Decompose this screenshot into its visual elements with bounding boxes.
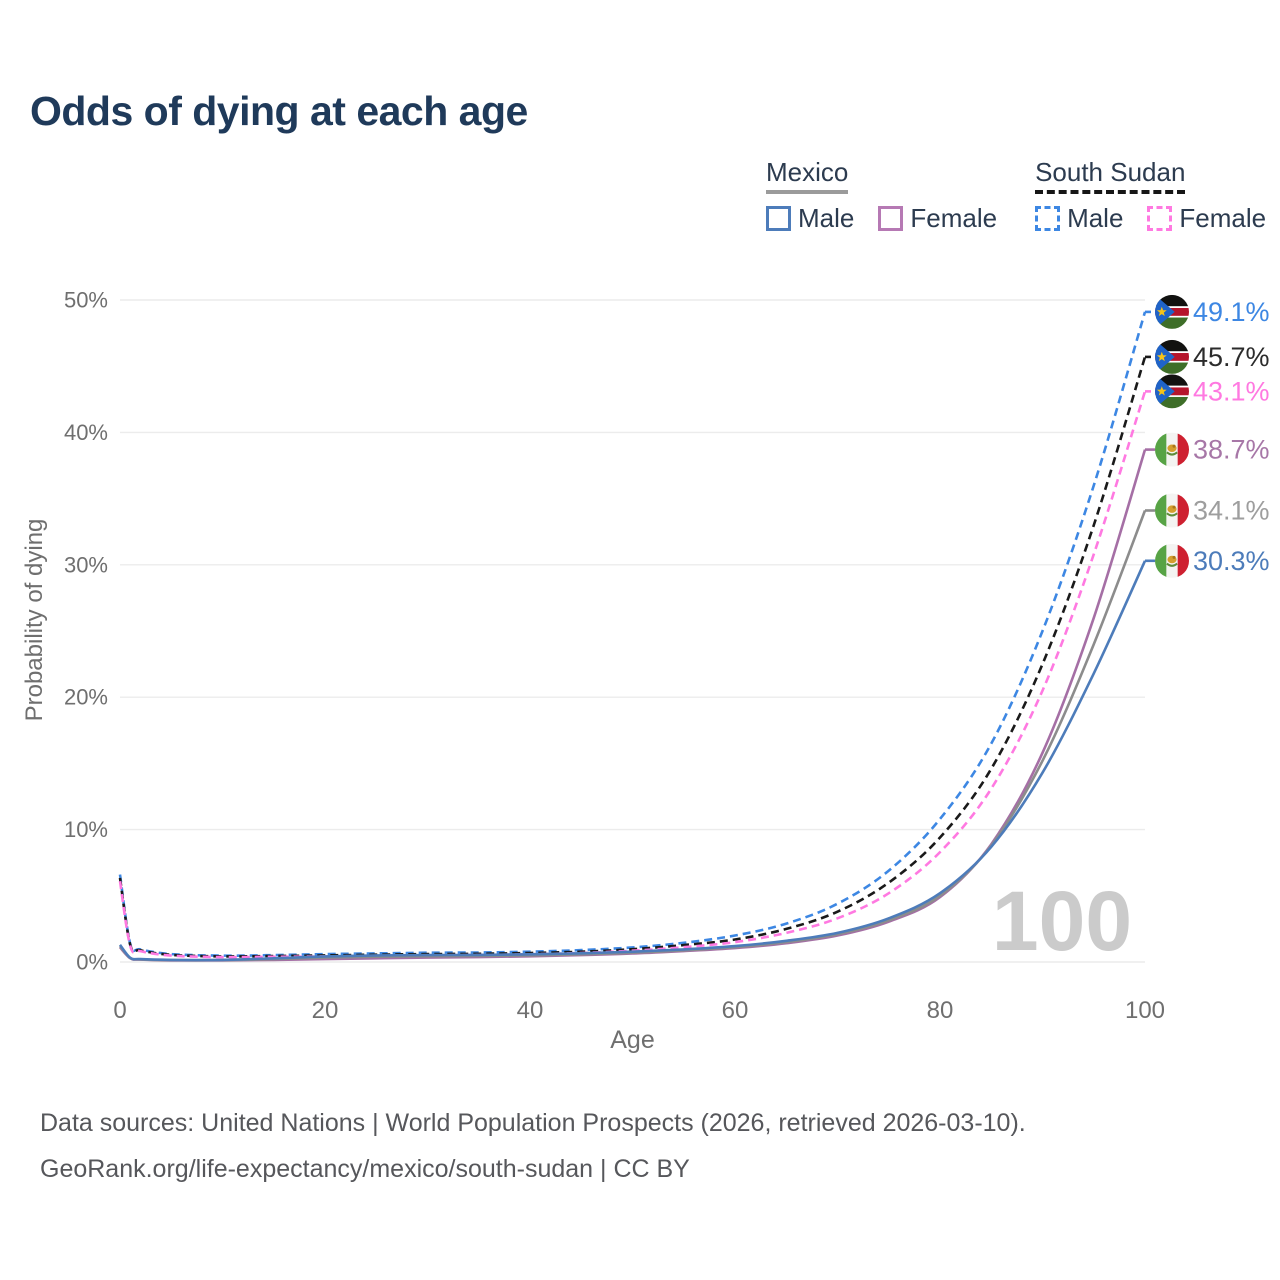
y-tick-label: 10% xyxy=(64,817,108,842)
footer-source-line: Data sources: United Nations | World Pop… xyxy=(40,1109,1026,1137)
legend-country-south-sudan: South Sudan xyxy=(1035,157,1186,194)
y-tick-label: 20% xyxy=(64,685,108,710)
legend-item-south-sudan-female[interactable]: Female xyxy=(1147,203,1266,234)
mexico-flag-icon xyxy=(1155,432,1189,467)
series-line-south-sudan-both xyxy=(118,356,1147,958)
x-tick-label: 20 xyxy=(312,997,339,1024)
line-chart-plot: 0% 10% 20% 30% 40% 50% 100 0 20 40 60 80 100 Age Proba… xyxy=(21,288,1270,1055)
legend-item-mexico-female[interactable]: Female xyxy=(878,203,997,234)
legend-label-south-sudan-male: Male xyxy=(1067,202,1124,233)
mexico-flag-icon xyxy=(1155,493,1189,528)
end-value-label: 30.3% xyxy=(1193,546,1270,576)
y-tick-label: 30% xyxy=(64,552,108,577)
y-axis-title: Probability of dying xyxy=(21,519,48,722)
south-sudan-flag-icon xyxy=(1155,294,1189,329)
series-line-south-sudan-female xyxy=(118,391,1147,959)
legend-row-south-sudan: Male Female xyxy=(1035,203,1266,234)
age-watermark: 100 xyxy=(992,874,1132,968)
south-sudan-male-swatch-icon xyxy=(1035,205,1061,231)
south-sudan-flag-icon xyxy=(1155,374,1189,409)
legend-item-south-sudan-male[interactable]: Male xyxy=(1035,203,1123,234)
legend-group-south-sudan: South Sudan Male Female xyxy=(1035,157,1266,234)
legend-row-mexico: Male Female xyxy=(766,203,997,234)
legend: Mexico Male Female South Sudan Male xyxy=(766,157,1266,234)
y-tick-label: 50% xyxy=(64,288,108,313)
end-value-label: 34.1% xyxy=(1193,496,1270,526)
x-tick-label: 0 xyxy=(113,997,126,1024)
mexico-female-swatch-icon xyxy=(878,205,904,231)
series-line-south-sudan-male xyxy=(118,311,1147,957)
legend-label-south-sudan-female: Female xyxy=(1179,202,1267,233)
legend-group-mexico: Mexico Male Female xyxy=(766,157,997,234)
y-tick-label: 40% xyxy=(64,420,108,445)
south-sudan-flag-icon xyxy=(1155,339,1189,374)
legend-label-mexico-male: Male xyxy=(798,202,855,233)
x-tick-label: 100 xyxy=(1125,997,1165,1024)
mexico-male-swatch-icon xyxy=(766,205,791,231)
end-value-label: 49.1% xyxy=(1193,297,1270,327)
legend-label-mexico-female: Female xyxy=(910,202,998,233)
legend-country-mexico: Mexico xyxy=(766,157,849,194)
end-value-label: 45.7% xyxy=(1193,342,1270,372)
x-axis-title: Age xyxy=(610,1026,654,1054)
x-tick-label: 80 xyxy=(927,997,954,1024)
end-value-label: 38.7% xyxy=(1193,435,1270,465)
end-value-label: 43.1% xyxy=(1193,376,1270,406)
y-tick-label: 0% xyxy=(76,950,108,975)
series-line-mexico-male xyxy=(118,560,1147,962)
x-tick-label: 40 xyxy=(517,997,544,1024)
footer: Data sources: United Nations | World Pop… xyxy=(40,1100,1026,1192)
footer-attribution-line: GeoRank.org/life-expectancy/mexico/south… xyxy=(40,1155,690,1183)
south-sudan-female-swatch-icon xyxy=(1147,205,1173,231)
chart-title: Odds of dying at each age xyxy=(30,88,528,134)
x-tick-label: 60 xyxy=(722,997,749,1024)
mexico-flag-icon xyxy=(1155,543,1189,578)
legend-item-mexico-male[interactable]: Male xyxy=(766,203,854,234)
